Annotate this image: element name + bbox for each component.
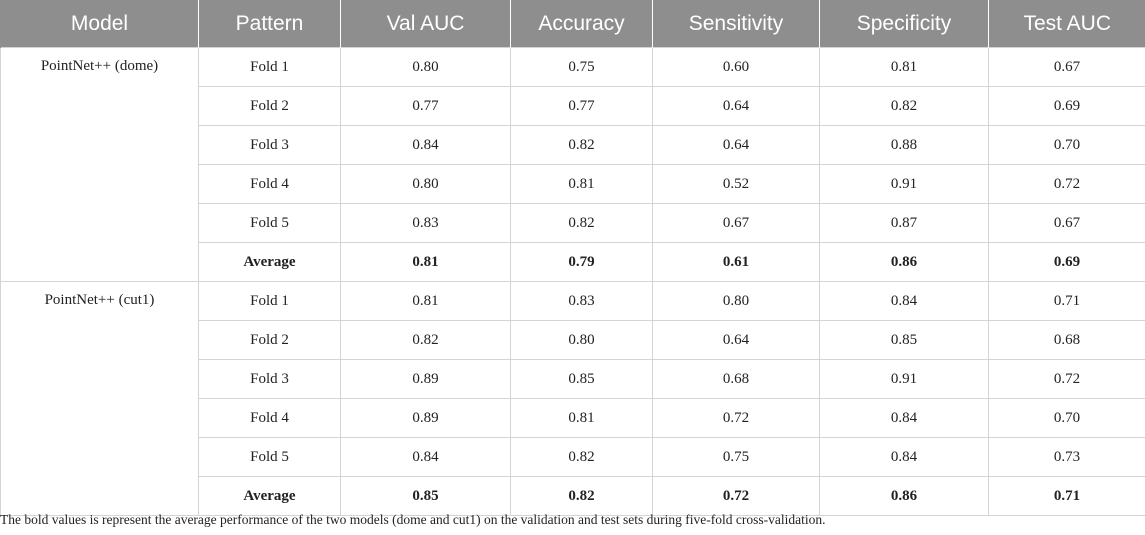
- specificity-cell: 0.86: [819, 476, 989, 516]
- accuracy-cell: 0.85: [510, 359, 653, 399]
- accuracy-cell: 0.82: [510, 476, 653, 516]
- val-auc-cell: 0.84: [340, 437, 511, 477]
- val-auc-cell: 0.89: [340, 359, 511, 399]
- test-auc-cell: 0.73: [988, 437, 1145, 477]
- pattern-cell: Fold 2: [198, 86, 341, 126]
- average-row: Average 0.85 0.82 0.72 0.86 0.71: [1, 476, 1145, 516]
- pattern-cell: Fold 1: [198, 47, 341, 87]
- specificity-cell: 0.87: [819, 203, 989, 243]
- specificity-cell: 0.91: [819, 164, 989, 204]
- header-val-auc: Val AUC: [340, 0, 511, 48]
- val-auc-cell: 0.83: [340, 203, 511, 243]
- val-auc-cell: 0.81: [340, 281, 511, 321]
- header-specificity: Specificity: [819, 0, 989, 48]
- specificity-cell: 0.85: [819, 320, 989, 360]
- table-footnote: The bold values is represent the average…: [0, 512, 826, 527]
- sensitivity-cell: 0.67: [652, 203, 820, 243]
- table-row: Fold 4 0.89 0.81 0.72 0.84 0.70: [1, 398, 1145, 438]
- test-auc-cell: 0.67: [988, 203, 1145, 243]
- pattern-cell: Fold 1: [198, 281, 341, 321]
- specificity-cell: 0.84: [819, 398, 989, 438]
- table-row: Fold 3 0.89 0.85 0.68 0.91 0.72: [1, 359, 1145, 399]
- val-auc-cell: 0.81: [340, 242, 511, 282]
- table-row: Fold 4 0.80 0.81 0.52 0.91 0.72: [1, 164, 1145, 204]
- val-auc-cell: 0.82: [340, 320, 511, 360]
- test-auc-cell: 0.70: [988, 125, 1145, 165]
- table-row: Fold 2 0.77 0.77 0.64 0.82 0.69: [1, 86, 1145, 126]
- table-body: PointNet++ (dome) Fold 1 0.80 0.75 0.60 …: [0, 47, 1145, 516]
- test-auc-cell: 0.70: [988, 398, 1145, 438]
- val-auc-cell: 0.80: [340, 47, 511, 87]
- sensitivity-cell: 0.64: [652, 320, 820, 360]
- test-auc-cell: 0.72: [988, 359, 1145, 399]
- test-auc-cell: 0.71: [988, 281, 1145, 321]
- sensitivity-cell: 0.72: [652, 398, 820, 438]
- table-row: Fold 5 0.83 0.82 0.67 0.87 0.67: [1, 203, 1145, 243]
- test-auc-cell: 0.71: [988, 476, 1145, 516]
- sensitivity-cell: 0.64: [652, 86, 820, 126]
- header-accuracy: Accuracy: [510, 0, 653, 48]
- average-row: Average 0.81 0.79 0.61 0.86 0.69: [1, 242, 1145, 282]
- sensitivity-cell: 0.64: [652, 125, 820, 165]
- sensitivity-cell: 0.80: [652, 281, 820, 321]
- pattern-cell: Average: [198, 476, 341, 516]
- header-pattern: Pattern: [198, 0, 341, 48]
- accuracy-cell: 0.82: [510, 125, 653, 165]
- sensitivity-cell: 0.60: [652, 47, 820, 87]
- accuracy-cell: 0.77: [510, 86, 653, 126]
- pattern-cell: Fold 5: [198, 203, 341, 243]
- sensitivity-cell: 0.75: [652, 437, 820, 477]
- specificity-cell: 0.84: [819, 281, 989, 321]
- header-row: Model Pattern Val AUC Accuracy Sensitivi…: [0, 0, 1145, 48]
- test-auc-cell: 0.68: [988, 320, 1145, 360]
- accuracy-cell: 0.81: [510, 398, 653, 438]
- accuracy-cell: 0.82: [510, 203, 653, 243]
- table-header: Model Pattern Val AUC Accuracy Sensitivi…: [0, 0, 1145, 48]
- test-auc-cell: 0.69: [988, 86, 1145, 126]
- table-row: PointNet++ (cut1) Fold 1 0.81 0.83 0.80 …: [0, 281, 1145, 516]
- accuracy-cell: 0.79: [510, 242, 653, 282]
- accuracy-cell: 0.83: [510, 281, 653, 321]
- accuracy-cell: 0.81: [510, 164, 653, 204]
- val-auc-cell: 0.84: [340, 125, 511, 165]
- specificity-cell: 0.82: [819, 86, 989, 126]
- model-cell-dome: PointNet++ (dome): [0, 47, 199, 282]
- sensitivity-cell: 0.72: [652, 476, 820, 516]
- test-auc-cell: 0.72: [988, 164, 1145, 204]
- val-auc-cell: 0.89: [340, 398, 511, 438]
- specificity-cell: 0.88: [819, 125, 989, 165]
- pattern-cell: Fold 3: [198, 359, 341, 399]
- specificity-cell: 0.91: [819, 359, 989, 399]
- pattern-cell: Fold 4: [198, 398, 341, 438]
- pattern-cell: Fold 2: [198, 320, 341, 360]
- test-auc-cell: 0.69: [988, 242, 1145, 282]
- model-cell-cut1: PointNet++ (cut1): [0, 281, 199, 516]
- table-row: Fold 5 0.84 0.82 0.75 0.84 0.73: [1, 437, 1145, 477]
- sensitivity-cell: 0.61: [652, 242, 820, 282]
- pattern-cell: Fold 4: [198, 164, 341, 204]
- results-table: Model Pattern Val AUC Accuracy Sensitivi…: [0, 0, 1145, 516]
- val-auc-cell: 0.77: [340, 86, 511, 126]
- sensitivity-cell: 0.52: [652, 164, 820, 204]
- val-auc-cell: 0.80: [340, 164, 511, 204]
- pattern-cell: Fold 5: [198, 437, 341, 477]
- pattern-cell: Fold 3: [198, 125, 341, 165]
- header-test-auc: Test AUC: [988, 0, 1145, 48]
- specificity-cell: 0.81: [819, 47, 989, 87]
- val-auc-cell: 0.85: [340, 476, 511, 516]
- sensitivity-cell: 0.68: [652, 359, 820, 399]
- table-row: PointNet++ (dome) Fold 1 0.80 0.75 0.60 …: [0, 47, 1145, 282]
- header-model: Model: [0, 0, 199, 48]
- specificity-cell: 0.86: [819, 242, 989, 282]
- pattern-cell: Average: [198, 242, 341, 282]
- test-auc-cell: 0.67: [988, 47, 1145, 87]
- specificity-cell: 0.84: [819, 437, 989, 477]
- header-sensitivity: Sensitivity: [652, 0, 820, 48]
- accuracy-cell: 0.80: [510, 320, 653, 360]
- accuracy-cell: 0.75: [510, 47, 653, 87]
- table-row: Fold 3 0.84 0.82 0.64 0.88 0.70: [1, 125, 1145, 165]
- accuracy-cell: 0.82: [510, 437, 653, 477]
